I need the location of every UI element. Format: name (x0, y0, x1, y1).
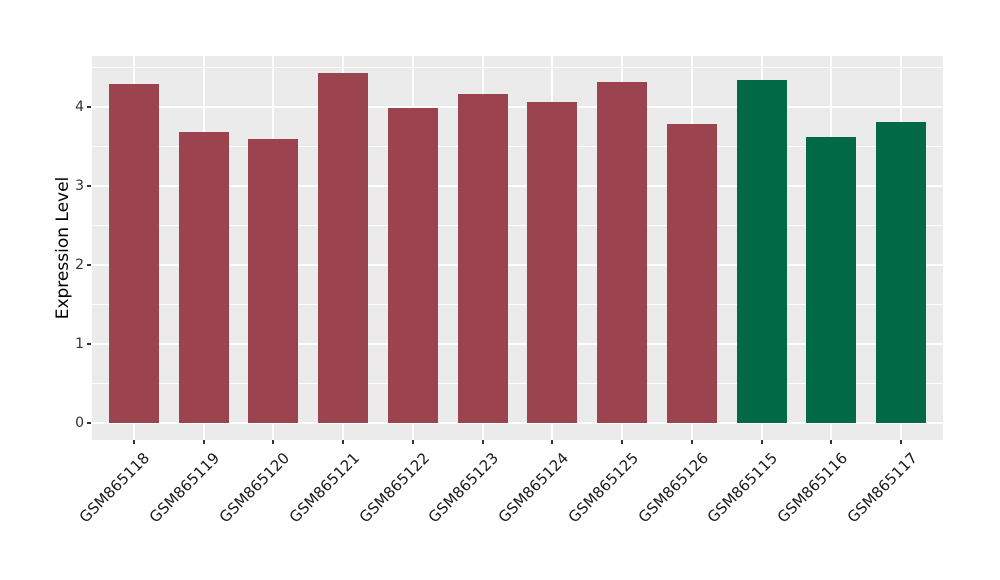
y-tick-label: 3 (75, 177, 84, 194)
x-tick-mark (272, 440, 275, 444)
x-tick-mark (760, 440, 763, 444)
bar-GSM865117 (876, 121, 927, 423)
y-tick-mark (87, 421, 91, 424)
minor-gridline (92, 66, 943, 68)
x-tick-label: GSM865118 (76, 449, 154, 527)
x-tick-mark (690, 440, 693, 444)
x-tick-mark (830, 440, 833, 444)
plot-panel (92, 56, 943, 440)
x-tick-label: GSM865122 (355, 449, 433, 527)
y-tick-label: 1 (75, 335, 84, 352)
major-gridline (92, 105, 943, 108)
minor-gridline (92, 224, 943, 226)
x-tick-label: GSM865126 (634, 449, 712, 527)
x-tick-label: GSM865123 (425, 449, 503, 527)
y-tick-label: 2 (75, 256, 84, 273)
x-tick-label: GSM865125 (564, 449, 642, 527)
x-tick-mark (900, 440, 903, 444)
x-tick-mark (342, 440, 345, 444)
x-tick-mark (411, 440, 414, 444)
y-tick-label: 0 (75, 414, 84, 431)
x-tick-label: GSM865116 (773, 449, 852, 527)
bar-GSM865119 (178, 131, 229, 423)
bar-GSM865124 (527, 101, 578, 423)
minor-gridline (92, 382, 943, 384)
major-gridline (92, 263, 943, 266)
major-gridline (92, 184, 943, 187)
x-tick-label: GSM865121 (285, 449, 363, 527)
y-tick-mark (87, 342, 91, 345)
bar-GSM865116 (806, 137, 857, 423)
x-tick-label: GSM865117 (843, 449, 921, 527)
y-tick-label: 4 (75, 98, 84, 115)
y-tick-mark (87, 263, 91, 266)
x-tick-label: GSM865115 (704, 449, 782, 527)
major-gridline (92, 342, 943, 345)
major-gridline (92, 421, 943, 424)
x-tick-mark (202, 440, 205, 444)
x-tick-label: GSM865119 (145, 449, 224, 527)
x-tick-mark (551, 440, 554, 444)
x-tick-mark (132, 440, 135, 444)
bar-GSM865118 (108, 84, 159, 423)
bar-GSM865125 (597, 82, 648, 423)
bar-GSM865115 (736, 80, 787, 423)
x-tick-label: GSM865124 (494, 449, 573, 527)
bar-GSM865126 (666, 123, 717, 423)
y-axis-title: Expression Level (53, 176, 73, 320)
x-tick-mark (621, 440, 624, 444)
minor-gridline (92, 303, 943, 305)
minor-gridline (92, 145, 943, 147)
y-tick-mark (87, 105, 91, 108)
bar-GSM865123 (457, 93, 508, 423)
bar-GSM865122 (387, 108, 438, 423)
bar-GSM865121 (318, 73, 369, 423)
y-tick-mark (87, 184, 91, 187)
bar-GSM865120 (248, 138, 299, 423)
x-tick-mark (481, 440, 484, 444)
x-tick-label: GSM865120 (215, 449, 294, 527)
